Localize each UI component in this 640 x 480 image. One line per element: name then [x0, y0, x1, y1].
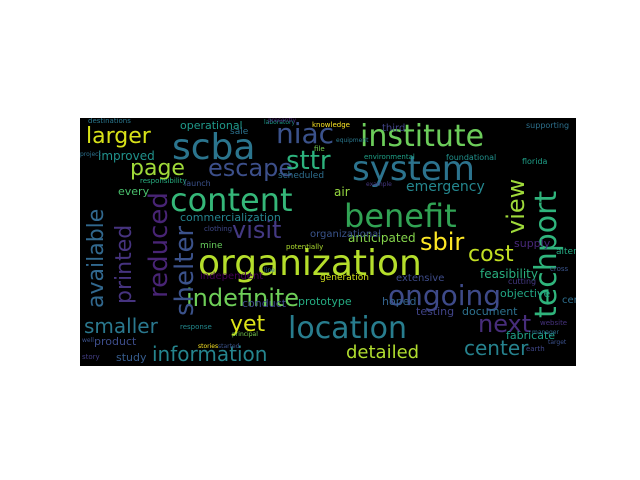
word: project	[80, 151, 101, 158]
word: example	[366, 181, 392, 188]
word: document	[462, 305, 518, 318]
word: commercialization	[180, 211, 281, 224]
word: detailed	[346, 342, 420, 363]
word: equipment	[336, 137, 369, 144]
word: independent	[200, 271, 264, 282]
word: objective	[500, 287, 551, 300]
word: generation	[320, 273, 369, 283]
word: hoped	[382, 295, 417, 308]
word: information	[152, 342, 268, 366]
word: product	[94, 335, 137, 348]
word: organization	[198, 243, 422, 284]
word: benefit	[344, 197, 457, 235]
word: responsibility	[140, 177, 187, 185]
word: operational	[180, 119, 243, 132]
word: organizational	[310, 229, 382, 240]
word: larger	[86, 124, 151, 149]
word: scheduled	[278, 171, 325, 181]
word: system	[352, 149, 475, 189]
word: prototype	[298, 295, 352, 308]
word: indefinite	[186, 284, 300, 312]
word: extensive	[396, 273, 445, 284]
word: shelter	[170, 225, 200, 316]
word: earth	[526, 345, 545, 353]
word: destinations	[88, 118, 131, 125]
word: page	[130, 156, 185, 181]
word: escape	[208, 154, 294, 182]
word: reduced	[144, 192, 174, 298]
word: institute	[360, 119, 485, 154]
word: every	[118, 185, 150, 198]
word: air	[334, 185, 350, 199]
word: potentially	[286, 243, 324, 251]
word: environmental	[364, 153, 415, 161]
word: improved	[98, 149, 155, 163]
word: anticipated	[348, 231, 416, 245]
word: certified	[562, 295, 576, 306]
word: clothing	[204, 225, 233, 233]
word: supply	[514, 237, 551, 250]
word: file	[314, 145, 325, 153]
word: yet	[230, 312, 266, 337]
word: content	[170, 181, 293, 219]
word: testing	[416, 305, 455, 318]
word: line	[264, 267, 275, 274]
word: study	[116, 351, 147, 364]
word: location	[288, 311, 408, 346]
word: sale	[230, 127, 249, 137]
word: principal	[232, 331, 258, 338]
word: story	[82, 353, 100, 361]
word: target	[548, 339, 567, 346]
word: conduct	[242, 297, 287, 310]
word: emergency	[406, 179, 485, 195]
word: stories	[198, 343, 219, 350]
word: launch	[184, 179, 211, 188]
word-cloud: institute system scba niac content benef…	[80, 118, 576, 366]
word: presently	[268, 118, 297, 124]
word: visit	[232, 216, 282, 244]
word: alternative	[556, 247, 576, 257]
word: sbir	[420, 228, 465, 256]
word: cutting	[508, 277, 537, 286]
word: scba	[172, 127, 256, 168]
word: mine	[200, 241, 223, 251]
word: available	[84, 208, 109, 308]
word: response	[180, 323, 212, 331]
word: feasibility	[480, 267, 538, 281]
word: well	[82, 337, 94, 344]
word: knowledge	[312, 121, 350, 129]
word: third	[382, 123, 406, 134]
word: manager	[532, 329, 559, 336]
word: niac	[276, 118, 335, 150]
word: center	[464, 336, 529, 360]
word: next	[478, 310, 532, 338]
word: supporting	[526, 121, 570, 130]
word: sttr	[286, 146, 331, 176]
word: smaller	[84, 314, 158, 338]
word: view	[502, 178, 530, 234]
word: started	[218, 343, 240, 350]
word: foundational	[446, 153, 497, 162]
word: website	[540, 319, 568, 327]
word: florida	[522, 157, 548, 166]
word: cost	[468, 242, 514, 267]
word: laboratory	[264, 119, 296, 126]
word: fabricate	[506, 329, 556, 342]
word: ongoing	[388, 279, 502, 312]
word: cross	[550, 265, 569, 273]
word: printed	[112, 224, 137, 304]
